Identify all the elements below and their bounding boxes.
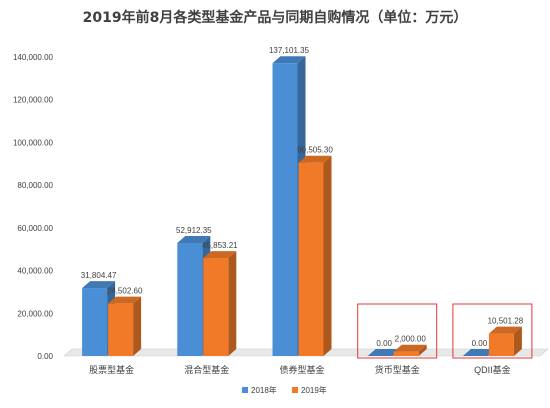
x-tick-label: 股票型基金 <box>89 364 134 375</box>
data-labels: 31,804.47 24,502.60 52,912.35 45,853.21 137,… <box>81 46 533 359</box>
legend-swatch <box>242 387 248 393</box>
bar-2-4 <box>393 344 427 356</box>
x-tick-label: 货币型基金 <box>375 364 420 375</box>
data-label: 24,502.60 <box>107 287 143 296</box>
legend-label: 2019年 <box>301 385 327 395</box>
data-label: 10,501.28 <box>488 317 524 326</box>
y-tick-label: 140,000.00 <box>13 53 54 62</box>
data-label: 52,912.35 <box>176 226 212 235</box>
bar-2-1 <box>108 296 142 356</box>
data-label: 31,804.47 <box>81 271 117 280</box>
bar-2-5 <box>488 326 522 356</box>
y-tick-label: 20,000.00 <box>17 309 53 318</box>
bar-2-2 <box>203 251 237 356</box>
bars <box>82 56 522 357</box>
data-label: 90,505.30 <box>297 146 333 155</box>
y-tick-label: 60,000.00 <box>17 224 53 233</box>
legend-swatch <box>292 387 298 393</box>
data-label: 2,000.00 <box>395 335 427 344</box>
data-label: 137,101.35 <box>269 46 310 55</box>
data-label: 0.00 <box>472 339 488 348</box>
highlight-box <box>357 303 438 359</box>
bar-1-5 <box>462 349 496 356</box>
highlight-box <box>452 303 533 359</box>
chart-title: 2019年前8月各类型基金产品与同期自购情况（单位：万元） <box>83 9 468 26</box>
y-tick-label: 40,000.00 <box>17 267 53 276</box>
x-tick-label: 混合型基金 <box>184 364 229 375</box>
data-label: 45,853.21 <box>202 241 238 250</box>
data-label: 0.00 <box>376 339 392 348</box>
x-tick-label: 债券型基金 <box>279 364 324 375</box>
y-tick-label: 0.00 <box>37 352 53 361</box>
legend: 2018年 2019年 <box>242 385 327 395</box>
bar-2-3 <box>298 155 332 356</box>
y-tick-label: 100,000.00 <box>13 138 54 147</box>
y-tick-label: 80,000.00 <box>17 181 53 190</box>
bar-1-4 <box>367 349 401 356</box>
legend-label: 2018年 <box>251 385 277 395</box>
x-tick-label: QDII基金 <box>474 364 511 375</box>
y-tick-label: 120,000.00 <box>13 96 54 105</box>
